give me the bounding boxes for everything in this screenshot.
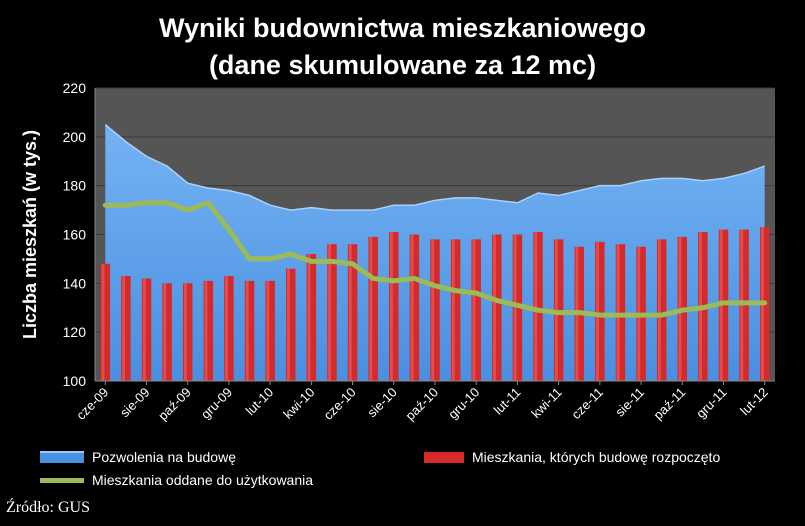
bar [450,239,461,381]
bar-highlight [183,283,187,381]
x-tick-label: cze-09 [73,385,111,423]
bar-highlight [596,241,599,381]
bar-highlight [287,268,290,381]
bar [471,239,481,381]
bar [430,239,440,381]
legend-swatch-bars [424,451,464,463]
bar-highlight [534,232,538,381]
bar-highlight [348,244,352,381]
bar-highlight [163,283,167,381]
bar [265,280,275,381]
bar-highlight [245,280,249,381]
area-series-edge [104,124,765,211]
source-note: Źródło: GUS [6,499,90,516]
chart-title-line-1: Wyniki budownictwa mieszkaniowego [158,13,647,43]
bar-highlight [101,263,105,381]
x-tick-label: paź-10 [402,385,441,424]
bar-highlight [307,254,311,381]
x-tick-label: sie-10 [364,385,400,421]
x-tick-label: lut-11 [491,385,524,418]
y-tick-label: 100 [63,373,87,389]
bar-highlight [204,280,208,381]
bar [656,239,667,381]
bar-highlight [225,276,229,381]
bar [203,280,214,381]
bar-highlight [493,234,496,381]
bar [389,232,399,381]
chart-title: Wyniki budownictwa mieszkaniowego (dane … [0,10,805,84]
legend-item-bars: Mieszkania, których budowę rozpoczęto [424,449,720,465]
y-tick-label: 160 [63,227,87,243]
bar [244,280,255,381]
x-tick-label: kwi-11 [528,385,564,421]
legend-label-area: Pozwolenia na budowę [92,449,236,465]
bar-highlight [328,244,332,381]
x-tick-label: gru-10 [445,385,482,422]
bar [286,268,296,381]
bar [347,244,358,381]
bar-highlight [431,239,435,381]
bar [368,236,378,381]
y-tick-label: 120 [63,324,87,340]
bar-highlight [266,280,270,381]
bar-highlight [369,236,373,381]
legend-item-line: Mieszkania oddane do użytkowania [40,472,313,488]
line-layer [102,200,768,318]
legend-item-area: Pozwolenia na budowę [40,449,236,465]
bar-highlight [472,239,476,381]
x-tick-label: gru-09 [198,385,235,422]
bar-highlight [410,234,414,381]
x-tick-label: paź-09 [155,385,194,424]
y-tick-label: 140 [63,275,87,291]
x-tick-label: sie-11 [612,385,647,420]
x-tick-label: kwi-10 [280,385,317,422]
bar [182,283,193,381]
legend-swatch-line [40,477,84,483]
x-tick-label: lut-12 [737,385,771,419]
line-series [102,200,768,318]
bar-highlight [657,239,661,381]
bar-highlight [451,239,455,381]
x-tick-label: paź-11 [650,385,688,423]
bar [595,241,605,381]
x-tick-label: gru-11 [693,385,730,422]
chart-title-line-2: (dane skumulowane za 12 mc) [208,50,597,80]
bar-highlight [513,234,517,381]
bar [224,276,234,381]
bar [533,232,543,381]
bar-highlight [142,278,146,381]
legend-label-bars: Mieszkania, których budowę rozpoczęto [472,449,721,465]
bar-highlight [390,232,393,381]
legend-swatch-area [40,451,84,463]
bar [409,234,420,381]
y-tick-label: 200 [63,129,87,145]
y-tick-label: 180 [63,178,87,194]
bar [100,263,111,381]
x-tick-label: lut-10 [243,385,277,419]
bar [327,244,337,381]
bar-highlight [122,276,126,381]
bar [306,254,317,381]
x-tick-label: sie-09 [117,385,153,421]
bar [121,276,131,381]
legend-label-line: Mieszkania oddane do użytkowania [92,472,314,488]
x-tick-label: cze-10 [320,385,358,423]
bar [162,283,172,381]
y-tick-label: 220 [63,80,87,96]
x-tick-label: cze-11 [568,385,606,423]
y-axis-label: Liczba mieszkań (w tys.) [20,130,40,339]
bar [492,234,502,381]
bar [141,278,152,381]
